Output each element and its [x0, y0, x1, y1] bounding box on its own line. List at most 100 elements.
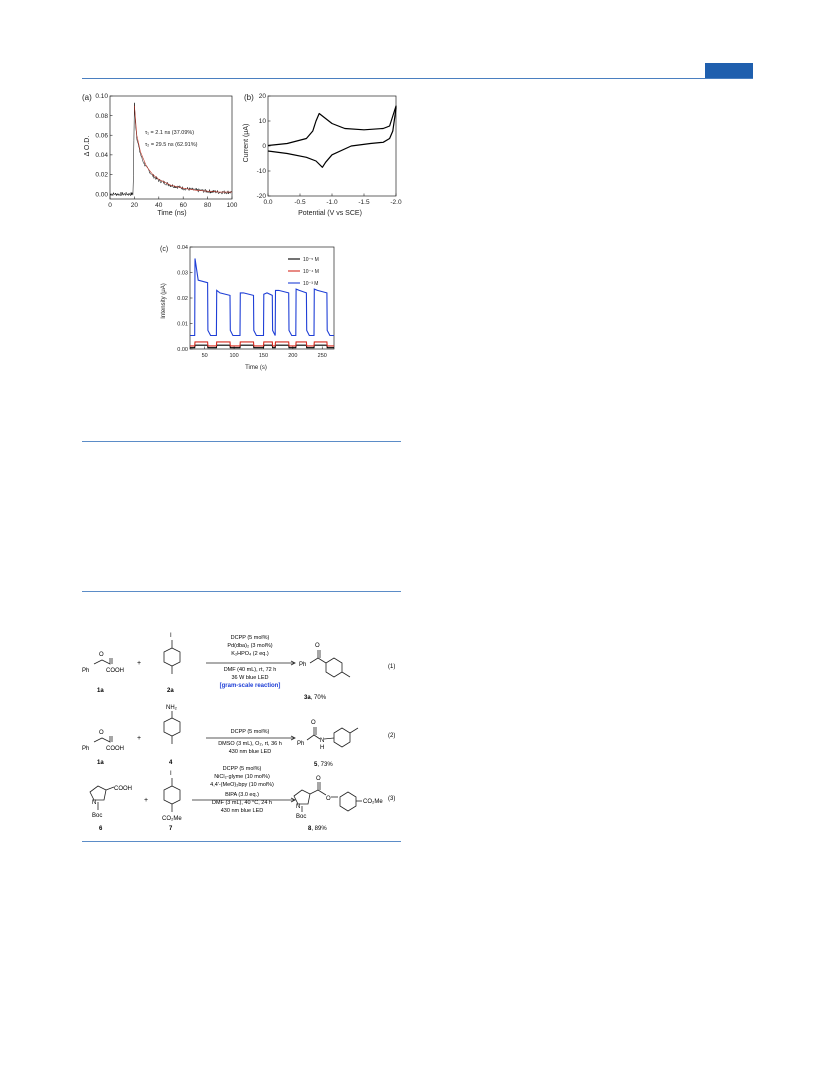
row3-product-o-carbonyl: O: [316, 776, 321, 782]
row1-acid-id: 1a: [97, 688, 104, 694]
panel-a-annotation-2: τ₂ = 29.5 ns (62.91%): [145, 142, 198, 148]
row3-cond-3: 4,4'-(MeO)₂bpy (10 mol%): [210, 782, 274, 788]
row1-iodo: I: [170, 633, 172, 639]
c-legend-label-2: 10⁻³ M: [303, 281, 318, 287]
row3-cond-4: BIPA (3.0 eq.): [225, 792, 259, 798]
a-ytick-label: 0.02: [95, 172, 108, 179]
a-ytick-label: 0.06: [95, 132, 108, 139]
row2-cond-1: DCPP (5 mol%): [231, 729, 270, 735]
c-xtick-label: 50: [202, 353, 208, 359]
c-series-0: [190, 344, 334, 349]
b-series-cv: [267, 105, 397, 168]
a-xtick-label: 20: [131, 202, 139, 209]
c-ytick-label: 0.03: [177, 271, 188, 277]
row3-plus: +: [144, 797, 148, 804]
c-xtick-label: 250: [318, 353, 327, 359]
c-ytick-label: 0.00: [177, 347, 188, 353]
a-xtick-label: 0: [108, 202, 112, 209]
row3-acid-cooh: COOH: [114, 786, 132, 792]
row3-eq-number: (3): [388, 796, 395, 802]
row1-cond-3: K₂HPO₄ (2 eq.): [231, 651, 269, 657]
b-xtick-label: -1.5: [358, 199, 370, 206]
row3-product-n: N: [296, 804, 300, 810]
section-rule-2: [82, 591, 401, 592]
panel-c-chart: (c) 50 100 150 200 250 0.00 0.01 0.02 0.03 0.04 10…: [160, 245, 335, 371]
row2-product-n: N: [320, 738, 324, 744]
c-ytick-label: 0.01: [177, 322, 188, 328]
row1-plus: +: [137, 660, 141, 667]
c-series-1: [190, 341, 334, 347]
c-xtick-label: 150: [259, 353, 268, 359]
panel-a-ylabel: Δ O.D.: [84, 136, 91, 157]
header-rule: [82, 78, 753, 79]
row2-acid-cooh: COOH: [106, 746, 124, 752]
c-xtick-label: 200: [288, 353, 297, 359]
row3-product-ester: CO₂Me: [363, 799, 383, 805]
row3-product-id: 8, 89%: [308, 826, 327, 832]
row3-cond-5: DMF (3 mL), 40 °C, 24 h: [212, 800, 272, 806]
row2-plus: +: [137, 735, 141, 742]
row2-partner-id: 4: [169, 760, 173, 766]
b-frame: [267, 95, 397, 197]
b-xtick-label: -1.0: [326, 199, 338, 206]
panel-c-xlabel: Time (s): [245, 365, 267, 371]
row1-product-oxo: O: [315, 643, 320, 649]
row1-eq-number: (1): [388, 664, 395, 670]
row3-acid-id: 6: [99, 826, 103, 832]
row2-product-ph: Ph: [297, 741, 304, 747]
row1-cond-4: DMF (40 mL), rt, 72 h: [224, 667, 277, 673]
panel-c-ylabel: Intensity (μA): [161, 283, 167, 318]
row3-acid-boc: Boc: [92, 813, 102, 819]
row1-cond-5: 36 W blue LED: [232, 675, 269, 681]
panel-a-annotation-1: τ₁ = 2.1 ns (37.09%): [145, 130, 194, 136]
row2-cond-3: 430 nm blue LED: [229, 749, 272, 755]
a-xtick-label: 40: [155, 202, 163, 209]
row1-product-id: 3a, 70%: [304, 695, 327, 701]
panel-b-chart: (b) 0.0 -0.5 -1.0 -1.5 -2.0 -20 -10 0 10 20 Poten…: [243, 93, 402, 217]
c-legend-label-1: 10⁻⁴ M: [303, 269, 319, 275]
row2-oxo: O: [99, 730, 104, 736]
row1-oxo: O: [99, 652, 104, 658]
row3-partner-id: 7: [169, 826, 173, 832]
row2-product-h: H: [320, 745, 324, 751]
b-xtick-label: 0.0: [263, 199, 272, 206]
panel-b-ylabel: Current (μA): [243, 124, 250, 163]
reaction-scheme: O Ph COOH 1a + I 2a DCPP (5 mol%) Pd(dba…: [82, 633, 395, 832]
panel-b-xlabel: Potential (V vs SCE): [298, 210, 362, 217]
row2-eq-number: (2): [388, 733, 395, 739]
row3-cond-2: NiCl₂·glyme (10 mol%): [214, 774, 270, 780]
row2-product-oxo: O: [311, 720, 316, 726]
row3-product-boc: Boc: [296, 814, 306, 820]
row2-partner-top: NH₂: [166, 705, 178, 711]
page-tab-marker: [705, 63, 753, 78]
a-xtick-label: 80: [204, 202, 212, 209]
row1-acid-cooh: COOH: [106, 668, 124, 674]
section-rule-1: [82, 441, 401, 442]
panel-a-label: (a): [82, 93, 92, 102]
b-xtick-label: -0.5: [294, 199, 306, 206]
panel-a-chart: (a) 0 20 40 60 80 100 0.00 0.02 0.04 0.06 0.08 0.10…: [82, 93, 238, 217]
b-ytick-label: -10: [257, 168, 267, 175]
c-ytick-label: 0.04: [177, 245, 188, 251]
a-frame: [109, 95, 233, 200]
b-xtick-label: -2.0: [390, 199, 402, 206]
section-rule-3: [82, 841, 401, 842]
panel-b-label: (b): [244, 93, 254, 102]
row2-acid-id: 1a: [97, 760, 104, 766]
row1-highlight: [gram-scale reaction]: [220, 683, 281, 689]
c-xtick-label: 100: [229, 353, 238, 359]
b-ytick-label: 20: [259, 93, 267, 100]
b-ytick-label: -20: [257, 193, 267, 200]
a-ytick-label: 0.04: [95, 152, 108, 159]
row1-partner-id: 2a: [167, 688, 174, 694]
c-ytick-label: 0.02: [177, 296, 188, 302]
a-xtick-label: 100: [227, 202, 238, 209]
row2-acid-ph: Ph: [82, 746, 89, 752]
row1-cond-2: Pd(dba)₂ (3 mol%): [227, 643, 272, 649]
a-series-fit: [134, 105, 232, 193]
row2-cond-2: DMSO (3 mL), O₂, rt, 36 h: [218, 741, 282, 747]
row3-cond-1: DCPP (5 mol%): [223, 766, 262, 772]
a-series-decay: [109, 102, 232, 197]
a-ytick-label: 0.08: [95, 113, 108, 120]
c-series-2: [190, 258, 334, 337]
